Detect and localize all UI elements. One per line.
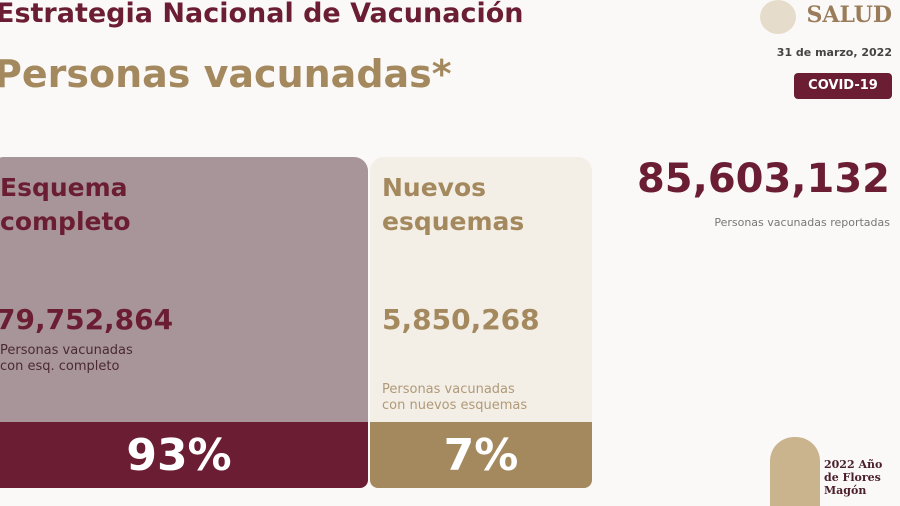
salud-logo: SALUD [806, 2, 893, 28]
total-value: 85,603,132 [636, 156, 890, 202]
portrait-image [770, 437, 820, 506]
heading-line: Esquema [0, 173, 128, 202]
card-heading: Esquema completo [0, 171, 131, 239]
description-line: Personas vacunadas [0, 343, 133, 358]
date-label: 31 de marzo, 2022 [776, 46, 892, 59]
card-description: Personas vacunadas con nuevos esquemas [382, 382, 527, 414]
complete-percent: 93% [0, 422, 368, 488]
description-line: con nuevos esquemas [382, 398, 528, 413]
page-subtitle: Personas vacunadas* [0, 52, 452, 96]
card-value: 79,752,864 [0, 303, 174, 336]
covid-badge: COVID-19 [794, 73, 892, 99]
total-label: Personas vacunadas reportadas [714, 216, 890, 229]
card-heading: Nuevos esquemas [382, 171, 524, 239]
complete-scheme-card: Esquema completo 79,752,864 Personas vacu… [0, 157, 368, 422]
card-value: 5,850,268 [382, 303, 540, 336]
heading-line: esquemas [382, 207, 525, 236]
heading-line: completo [0, 207, 131, 236]
page-title: Estrategia Nacional de Vacunación [0, 0, 524, 29]
card-description: Personas vacunadas con esq. completo [0, 343, 133, 375]
description-line: con esq. completo [0, 359, 120, 374]
new-percent: 7% [370, 422, 592, 488]
heading-line: Nuevos [382, 173, 487, 202]
new-schemes-card: Nuevos esquemas 5,850,268 Personas vacuna… [370, 157, 592, 422]
seal-logo [760, 0, 796, 34]
description-line: Personas vacunadas [382, 382, 515, 397]
year-logo: 2022 Año de Flores Magón [824, 458, 883, 497]
